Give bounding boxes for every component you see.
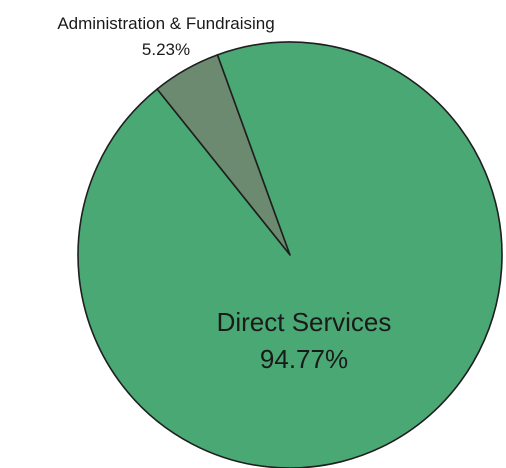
pie-slice-direct-services	[77, 41, 503, 468]
pie-slices	[77, 41, 503, 468]
slice-label-administration-fundraising: Administration & Fundraising	[57, 14, 274, 33]
slice-label-direct-services: Direct Services	[217, 307, 392, 337]
slice-value-administration-fundraising: 5.23%	[142, 40, 190, 59]
slice-value-direct-services: 94.77%	[260, 344, 348, 374]
